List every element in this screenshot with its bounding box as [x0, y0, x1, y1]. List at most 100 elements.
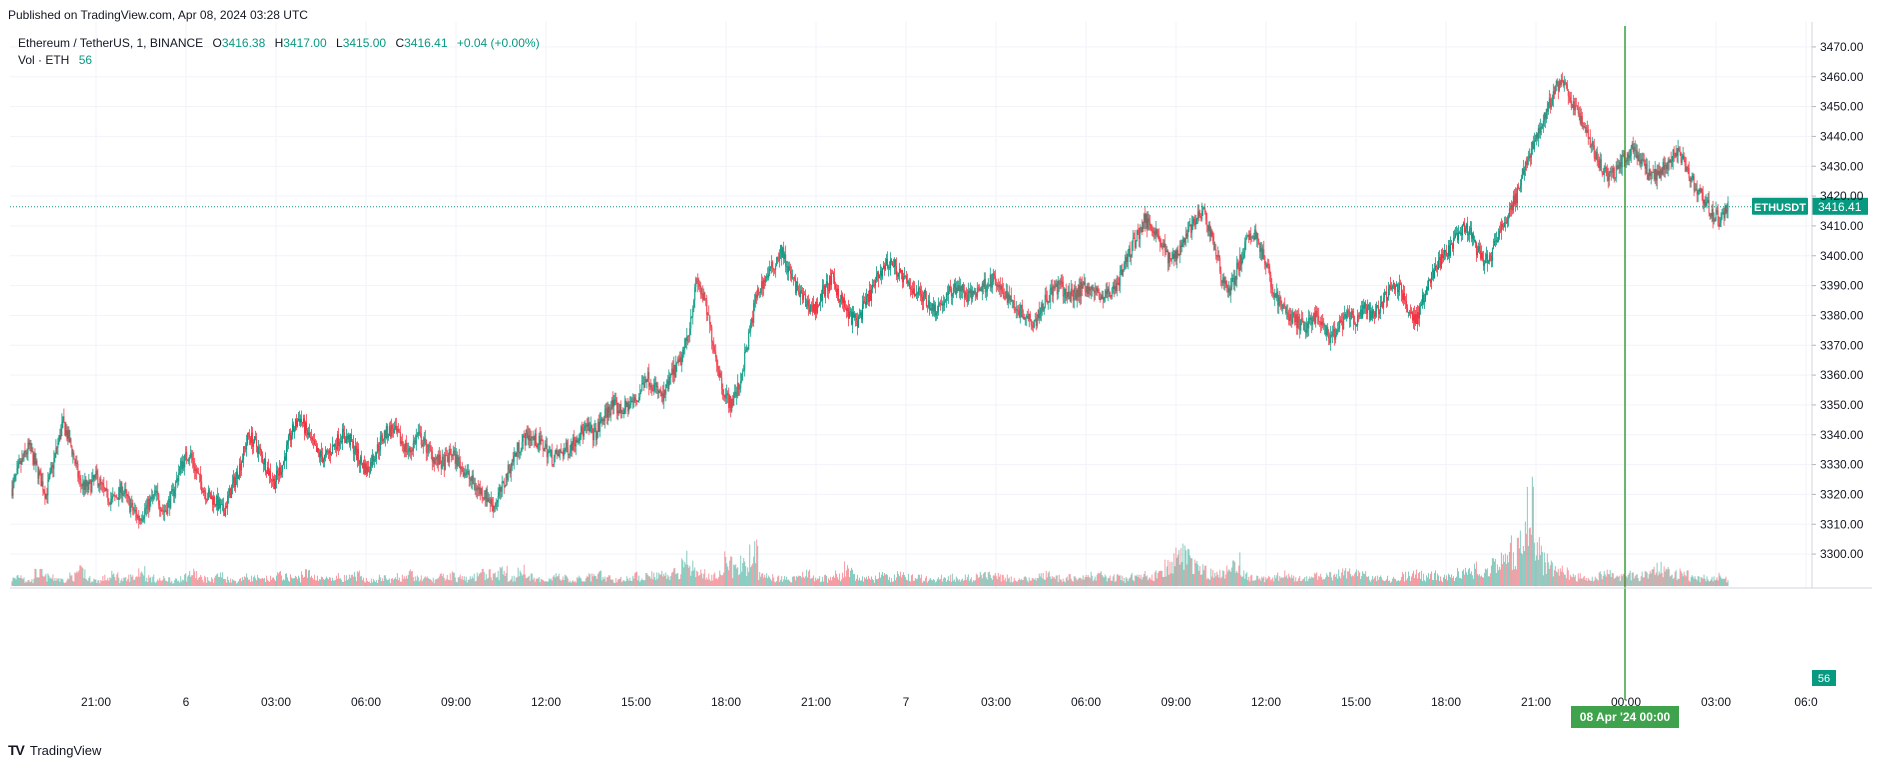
volume-bar — [413, 581, 415, 586]
volume-bar — [98, 580, 100, 586]
volume-bar — [1392, 578, 1394, 586]
candle-body — [428, 444, 430, 446]
volume-bar — [432, 577, 434, 586]
candle-body — [1107, 288, 1109, 294]
candle-body — [929, 308, 931, 310]
candle-body — [328, 450, 330, 454]
volume-bar — [1639, 580, 1641, 586]
volume-bar — [555, 573, 557, 586]
candle-body — [1148, 218, 1150, 222]
candle-body — [1197, 211, 1199, 218]
volume-bar — [241, 581, 243, 586]
volume-bar — [79, 565, 81, 586]
candle-body — [190, 453, 192, 457]
volume-bar — [959, 581, 961, 586]
volume-bar — [703, 573, 705, 586]
candle-body — [20, 460, 22, 465]
volume-bar — [271, 579, 273, 586]
volume-bar — [363, 581, 365, 586]
volume-bar — [952, 580, 954, 586]
candle-body — [764, 279, 766, 283]
volume-bar — [790, 582, 792, 586]
volume-bar — [1377, 575, 1379, 586]
candle-body — [1356, 325, 1358, 327]
candle-body — [623, 409, 625, 415]
candle-body — [52, 465, 54, 469]
candle-body — [1462, 222, 1464, 226]
candle-body — [927, 300, 929, 307]
candle-body — [949, 286, 951, 289]
candle-body — [953, 283, 955, 288]
volume-bar — [471, 576, 473, 586]
volume-bar — [1659, 573, 1661, 586]
grid-lines — [10, 22, 1812, 588]
candle-body — [585, 424, 587, 426]
candle-body — [1310, 317, 1312, 320]
candle-body — [1568, 96, 1570, 98]
volume-bar — [491, 580, 493, 586]
volume-bar — [758, 580, 760, 586]
volume-bar — [250, 582, 252, 586]
candle-body — [501, 481, 503, 492]
volume-bar — [462, 579, 464, 586]
candle-body — [930, 308, 932, 311]
candle-body — [98, 485, 100, 487]
volume-bar — [660, 574, 662, 586]
candle-body — [826, 281, 828, 286]
volume-bar — [437, 578, 439, 586]
candle-body — [486, 489, 488, 503]
volume-bar — [1696, 580, 1698, 586]
candle-body — [885, 259, 887, 265]
candle-body — [730, 396, 732, 412]
candle-body — [698, 283, 700, 287]
candle-body — [1118, 283, 1120, 286]
volume-bar — [822, 576, 824, 586]
volume-bar — [516, 577, 518, 586]
candle-body — [469, 478, 471, 480]
volume-bar — [1431, 571, 1433, 586]
volume-bar — [1182, 543, 1184, 586]
candle-body — [888, 267, 890, 269]
volume-bar — [1668, 569, 1670, 586]
volume-bar — [49, 578, 51, 586]
candle-body — [1093, 289, 1095, 293]
volume-bar — [1320, 573, 1322, 586]
volume-bar — [1617, 576, 1619, 586]
candle-body — [138, 515, 140, 521]
candle-body — [184, 454, 186, 468]
volume-bar — [1426, 575, 1428, 586]
volume-bar — [325, 576, 327, 586]
candle-body — [210, 493, 212, 500]
volume-bar — [1178, 550, 1180, 586]
volume-bar — [1588, 579, 1590, 586]
volume-bar — [387, 579, 389, 586]
candle-body — [615, 399, 617, 403]
volume-bar — [1485, 569, 1487, 586]
candle-body — [1389, 285, 1391, 289]
volume-bar — [350, 574, 352, 586]
volume-bar — [1211, 576, 1213, 586]
candle-body — [1379, 311, 1381, 314]
candle-body — [1512, 195, 1514, 211]
volume-bar — [1644, 571, 1646, 586]
volume-bar — [1246, 572, 1248, 586]
candle-body — [1326, 326, 1328, 335]
candle-body — [813, 304, 815, 312]
volume-bar — [1421, 570, 1423, 586]
candle-body — [95, 470, 97, 476]
volume-bar — [162, 579, 164, 586]
candle-body — [1195, 219, 1197, 225]
candle-body — [661, 393, 663, 397]
volume-bar — [810, 578, 812, 586]
volume-bar — [326, 578, 328, 586]
candle-body — [320, 450, 322, 457]
volume-bar — [158, 580, 160, 586]
volume-bar — [1042, 572, 1044, 586]
volume-bar — [96, 583, 98, 586]
candle-body — [192, 458, 194, 461]
candle-body — [85, 479, 87, 487]
volume-bar — [40, 568, 42, 586]
volume-bar — [1049, 576, 1051, 586]
candle-body — [1450, 243, 1452, 245]
